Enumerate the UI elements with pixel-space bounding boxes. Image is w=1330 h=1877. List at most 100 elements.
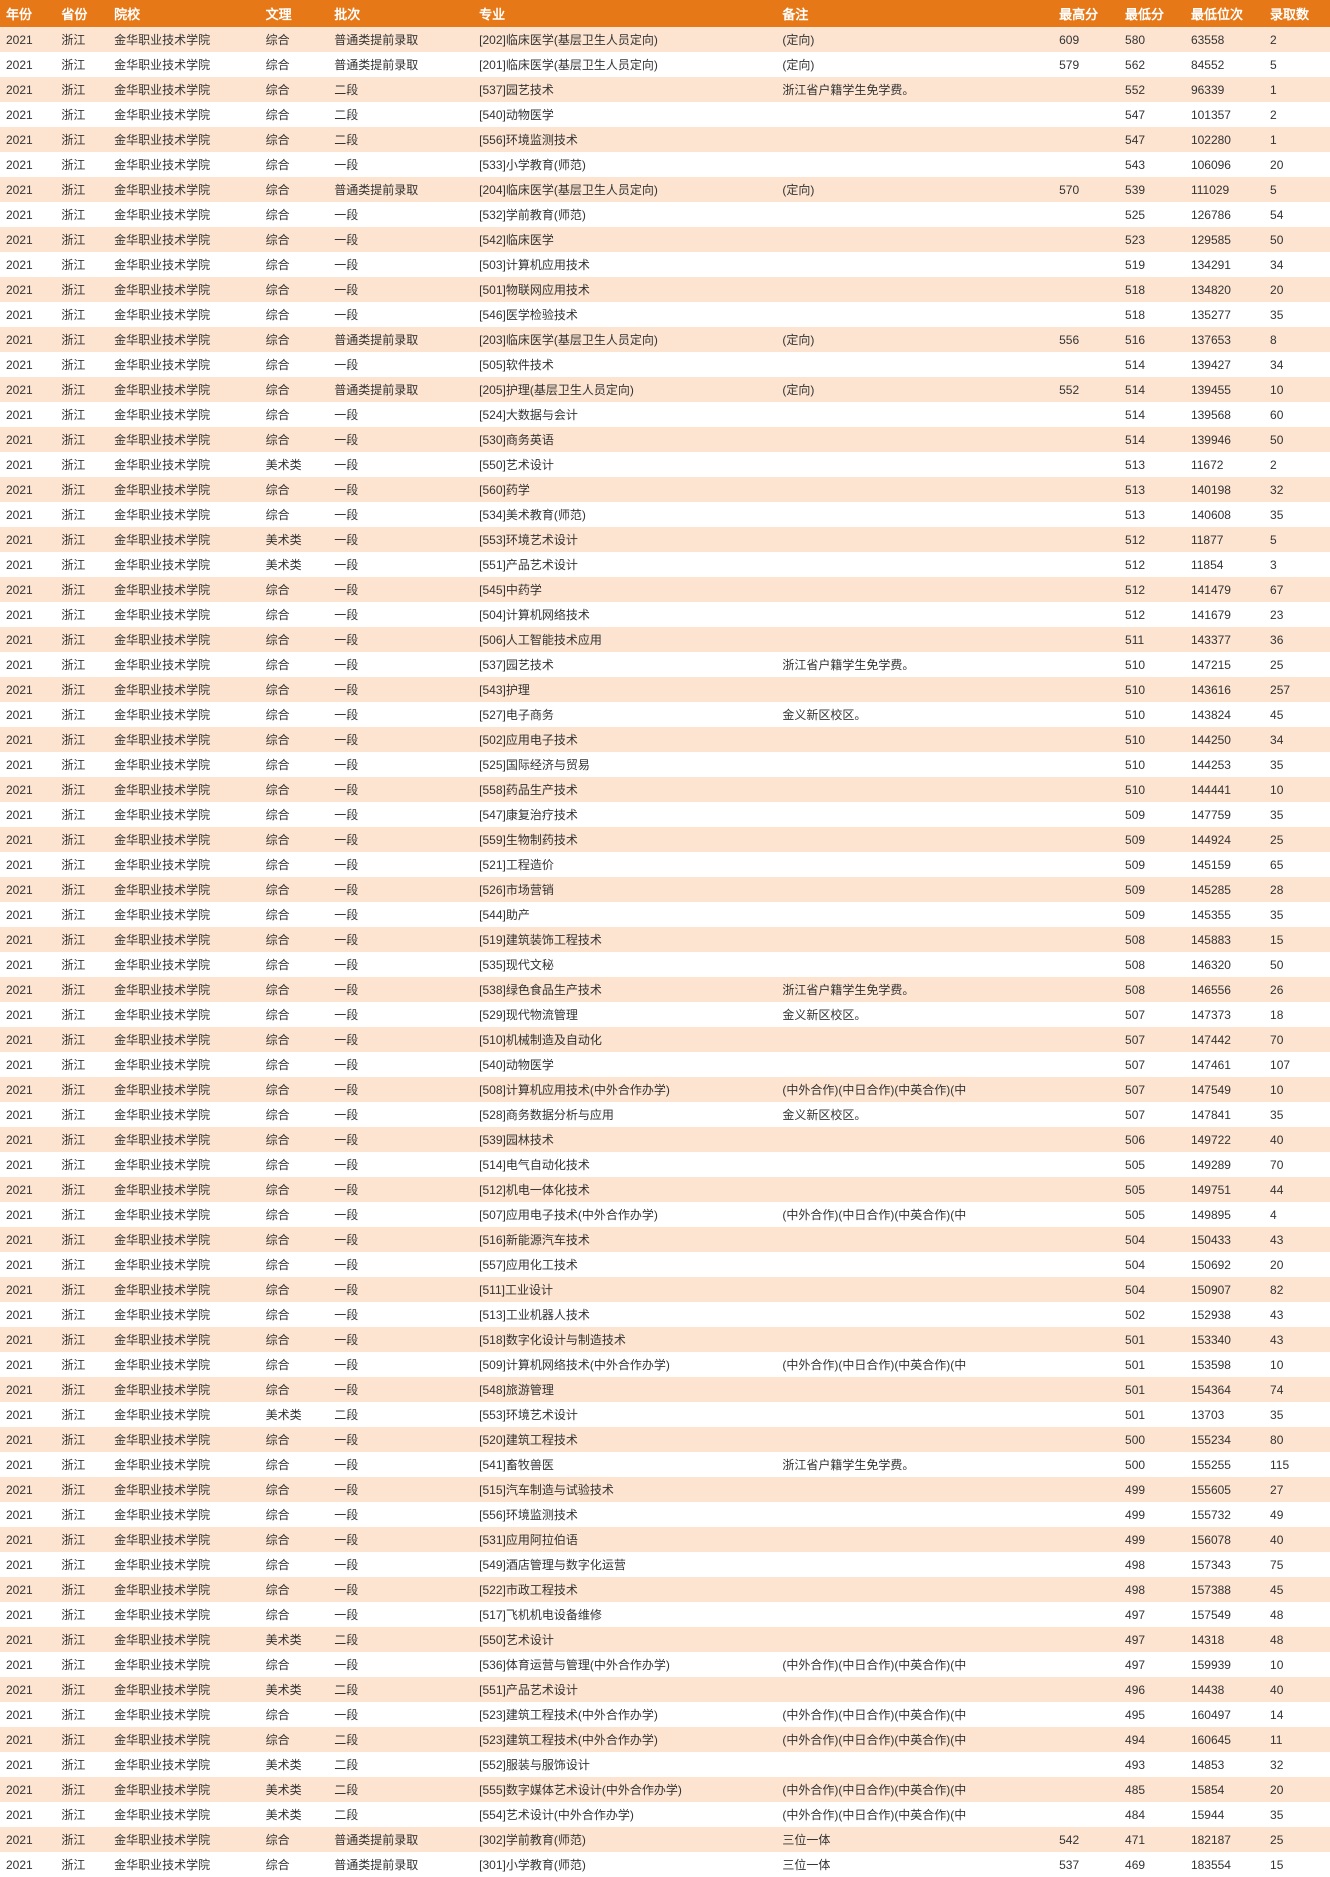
cell: 金华职业技术学院	[108, 727, 260, 752]
cell: 2021	[0, 1427, 55, 1452]
cell	[776, 1177, 1053, 1202]
cell: 浙江	[55, 877, 108, 902]
cell: 二段	[328, 1627, 473, 1652]
cell: 496	[1119, 1677, 1185, 1702]
cell: 浙江	[55, 1202, 108, 1227]
cell: 35	[1264, 752, 1330, 777]
cell: 2	[1264, 27, 1330, 52]
cell: 金华职业技术学院	[108, 1177, 260, 1202]
cell: [539]园林技术	[473, 1127, 776, 1152]
cell	[776, 127, 1053, 152]
cell: 综合	[260, 427, 329, 452]
cell: 浙江	[55, 952, 108, 977]
col-header-10: 录取数	[1264, 0, 1330, 27]
cell: [537]园艺技术	[473, 77, 776, 102]
cell: 综合	[260, 27, 329, 52]
cell	[1053, 1502, 1119, 1527]
cell: 综合	[260, 902, 329, 927]
cell: 153340	[1185, 1327, 1264, 1352]
cell: 金华职业技术学院	[108, 1702, 260, 1727]
table-row: 2021浙江金华职业技术学院综合普通类提前录取[301]小学教育(师范)三位一体…	[0, 1852, 1330, 1877]
cell: 43	[1264, 1327, 1330, 1352]
cell: 金华职业技术学院	[108, 1577, 260, 1602]
cell: 金华职业技术学院	[108, 1727, 260, 1752]
cell: 综合	[260, 602, 329, 627]
cell: [511]工业设计	[473, 1277, 776, 1302]
cell	[776, 752, 1053, 777]
cell: 综合	[260, 827, 329, 852]
cell: 144924	[1185, 827, 1264, 852]
cell: 一段	[328, 1002, 473, 1027]
cell: 金华职业技术学院	[108, 777, 260, 802]
cell: 综合	[260, 752, 329, 777]
cell: 浙江	[55, 327, 108, 352]
cell: 金华职业技术学院	[108, 902, 260, 927]
cell: [545]中药学	[473, 577, 776, 602]
table-row: 2021浙江金华职业技术学院综合一段[528]商务数据分析与应用金义新区校区。5…	[0, 1102, 1330, 1127]
cell: 2021	[0, 377, 55, 402]
cell: 13703	[1185, 1402, 1264, 1427]
cell	[1053, 1802, 1119, 1827]
cell: 2021	[0, 1652, 55, 1677]
cell: 1	[1264, 127, 1330, 152]
cell: 2021	[0, 777, 55, 802]
cell: 普通类提前录取	[328, 1852, 473, 1877]
cell: 浙江	[55, 1052, 108, 1077]
table-row: 2021浙江金华职业技术学院美术类一段[553]环境艺术设计512118775	[0, 527, 1330, 552]
cell: 505	[1119, 1202, 1185, 1227]
cell: 2021	[0, 1202, 55, 1227]
cell: 金华职业技术学院	[108, 252, 260, 277]
cell: 2021	[0, 27, 55, 52]
table-row: 2021浙江金华职业技术学院综合普通类提前录取[204]临床医学(基层卫生人员定…	[0, 177, 1330, 202]
cell: 501	[1119, 1402, 1185, 1427]
cell: 一段	[328, 777, 473, 802]
cell: 74	[1264, 1377, 1330, 1402]
table-row: 2021浙江金华职业技术学院综合一段[530]商务英语51413994650	[0, 427, 1330, 452]
cell: 141679	[1185, 602, 1264, 627]
cell: 2021	[0, 452, 55, 477]
cell: 金义新区校区。	[776, 1102, 1053, 1127]
cell: [552]服装与服饰设计	[473, 1752, 776, 1777]
cell: 一段	[328, 627, 473, 652]
cell: 浙江	[55, 1277, 108, 1302]
cell: (中外合作)(中日合作)(中英合作)(中	[776, 1777, 1053, 1802]
cell: 综合	[260, 727, 329, 752]
cell: 二段	[328, 1402, 473, 1427]
table-row: 2021浙江金华职业技术学院综合一段[527]电子商务金义新区校区。510143…	[0, 702, 1330, 727]
cell: 115	[1264, 1452, 1330, 1477]
cell	[776, 1252, 1053, 1277]
cell: (中外合作)(中日合作)(中英合作)(中	[776, 1802, 1053, 1827]
cell: 浙江	[55, 1252, 108, 1277]
cell: 25	[1264, 1827, 1330, 1852]
cell: 一段	[328, 202, 473, 227]
cell: [527]电子商务	[473, 702, 776, 727]
cell: 综合	[260, 327, 329, 352]
cell: [548]旅游管理	[473, 1377, 776, 1402]
cell: 二段	[328, 1677, 473, 1702]
cell	[1053, 427, 1119, 452]
cell: 综合	[260, 952, 329, 977]
cell: 金华职业技术学院	[108, 502, 260, 527]
cell: 一段	[328, 1152, 473, 1177]
cell: 美术类	[260, 452, 329, 477]
cell: 143616	[1185, 677, 1264, 702]
cell: 147461	[1185, 1052, 1264, 1077]
cell: 2021	[0, 1102, 55, 1127]
cell: 140608	[1185, 502, 1264, 527]
cell: 浙江	[55, 402, 108, 427]
cell: 2021	[0, 1702, 55, 1727]
cell: 一段	[328, 802, 473, 827]
cell: 综合	[260, 1577, 329, 1602]
cell: 14	[1264, 1702, 1330, 1727]
cell: 金华职业技术学院	[108, 1427, 260, 1452]
cell: 11672	[1185, 452, 1264, 477]
table-row: 2021浙江金华职业技术学院综合一段[539]园林技术50614972240	[0, 1127, 1330, 1152]
cell	[776, 1227, 1053, 1252]
cell: 504	[1119, 1227, 1185, 1252]
cell	[1053, 227, 1119, 252]
cell: 金华职业技术学院	[108, 327, 260, 352]
cell: [560]药学	[473, 477, 776, 502]
cell: 2021	[0, 302, 55, 327]
cell: 浙江	[55, 977, 108, 1002]
cell: 512	[1119, 552, 1185, 577]
